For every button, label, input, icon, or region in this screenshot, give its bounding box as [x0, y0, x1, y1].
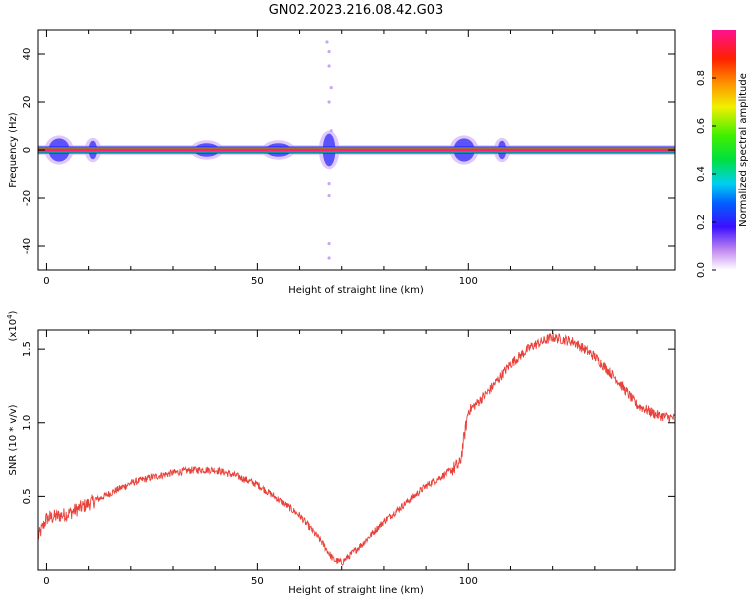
- sparse-point: [329, 86, 333, 90]
- colorbar: 0.0 0.2 0.4 0.6 0.8 Normalized spectral ampl…: [696, 30, 749, 278]
- snr-scale-exponent: 4: [6, 314, 14, 319]
- band-peak: [38, 149, 675, 151]
- sparse-point: [327, 194, 331, 198]
- colorbar-tick-label: 0.6: [696, 118, 707, 134]
- sparse-point: [327, 100, 331, 104]
- sparse-point: [327, 256, 331, 260]
- spectrum-xtick-label: 50: [251, 276, 264, 287]
- colorbar-tick-label: 0.0: [696, 262, 707, 278]
- colorbar-label: Normalized spectral amplitude: [738, 73, 749, 227]
- svg-text:(x104): (x104): [6, 310, 19, 341]
- colorbar-tick-label: 0.4: [696, 166, 707, 182]
- colorbar-tick-label: 0.8: [696, 70, 707, 86]
- spectrum-xtick-label: 100: [459, 276, 478, 287]
- snr-xtick-label: 50: [251, 576, 264, 587]
- snr-xtick-label: 100: [459, 576, 478, 587]
- snr-frame: [37, 329, 676, 571]
- snr-xtick-label: 0: [43, 576, 49, 587]
- spectrum-ylabel: Frequency (Hz): [8, 112, 19, 188]
- snr-panel: 0 50 100 0.5 1.0 1.5 Height of straight line …: [6, 310, 676, 596]
- spectrum-panel: 0 50 100 40 20 0 -20 -40 Height of straight lin…: [8, 29, 676, 296]
- sparse-point: [327, 242, 331, 246]
- snr-scale-suffix: ): [8, 310, 19, 314]
- snr-ytick-label: 0.5: [22, 488, 33, 504]
- sparse-point: [327, 64, 331, 68]
- colorbar-gradient: [712, 30, 736, 270]
- snr-ylabel: SNR (10 * v/v): [8, 404, 19, 475]
- spectrum-ytick-label: -20: [22, 190, 33, 206]
- chart-title: GN02.2023.216.08.42.G03: [269, 3, 444, 18]
- snr-scale-prefix: (x10: [8, 319, 19, 342]
- snr-scale-label: (x104): [6, 310, 19, 341]
- colorbar-tick-label: 0.2: [696, 214, 707, 230]
- spectrum-xlabel: Height of straight line (km): [288, 285, 424, 296]
- sparse-point: [327, 50, 331, 54]
- spectrum-ytick-label: 20: [22, 96, 33, 109]
- snr-xlabel: Height of straight line (km): [288, 585, 424, 596]
- snr-ytick-label: 1.0: [22, 415, 33, 431]
- sparse-point: [329, 129, 333, 133]
- spectrum-xtick-label: 0: [43, 276, 49, 287]
- spectrum-ytick-label: 40: [22, 48, 33, 61]
- spectrum-ytick-label: 0: [22, 147, 33, 153]
- snr-ytick-label: 1.5: [22, 341, 33, 357]
- spectrum-ytick-label: -40: [22, 238, 33, 254]
- sparse-point: [325, 40, 329, 44]
- sparse-point: [327, 182, 331, 186]
- snr-series-line: [37, 332, 675, 566]
